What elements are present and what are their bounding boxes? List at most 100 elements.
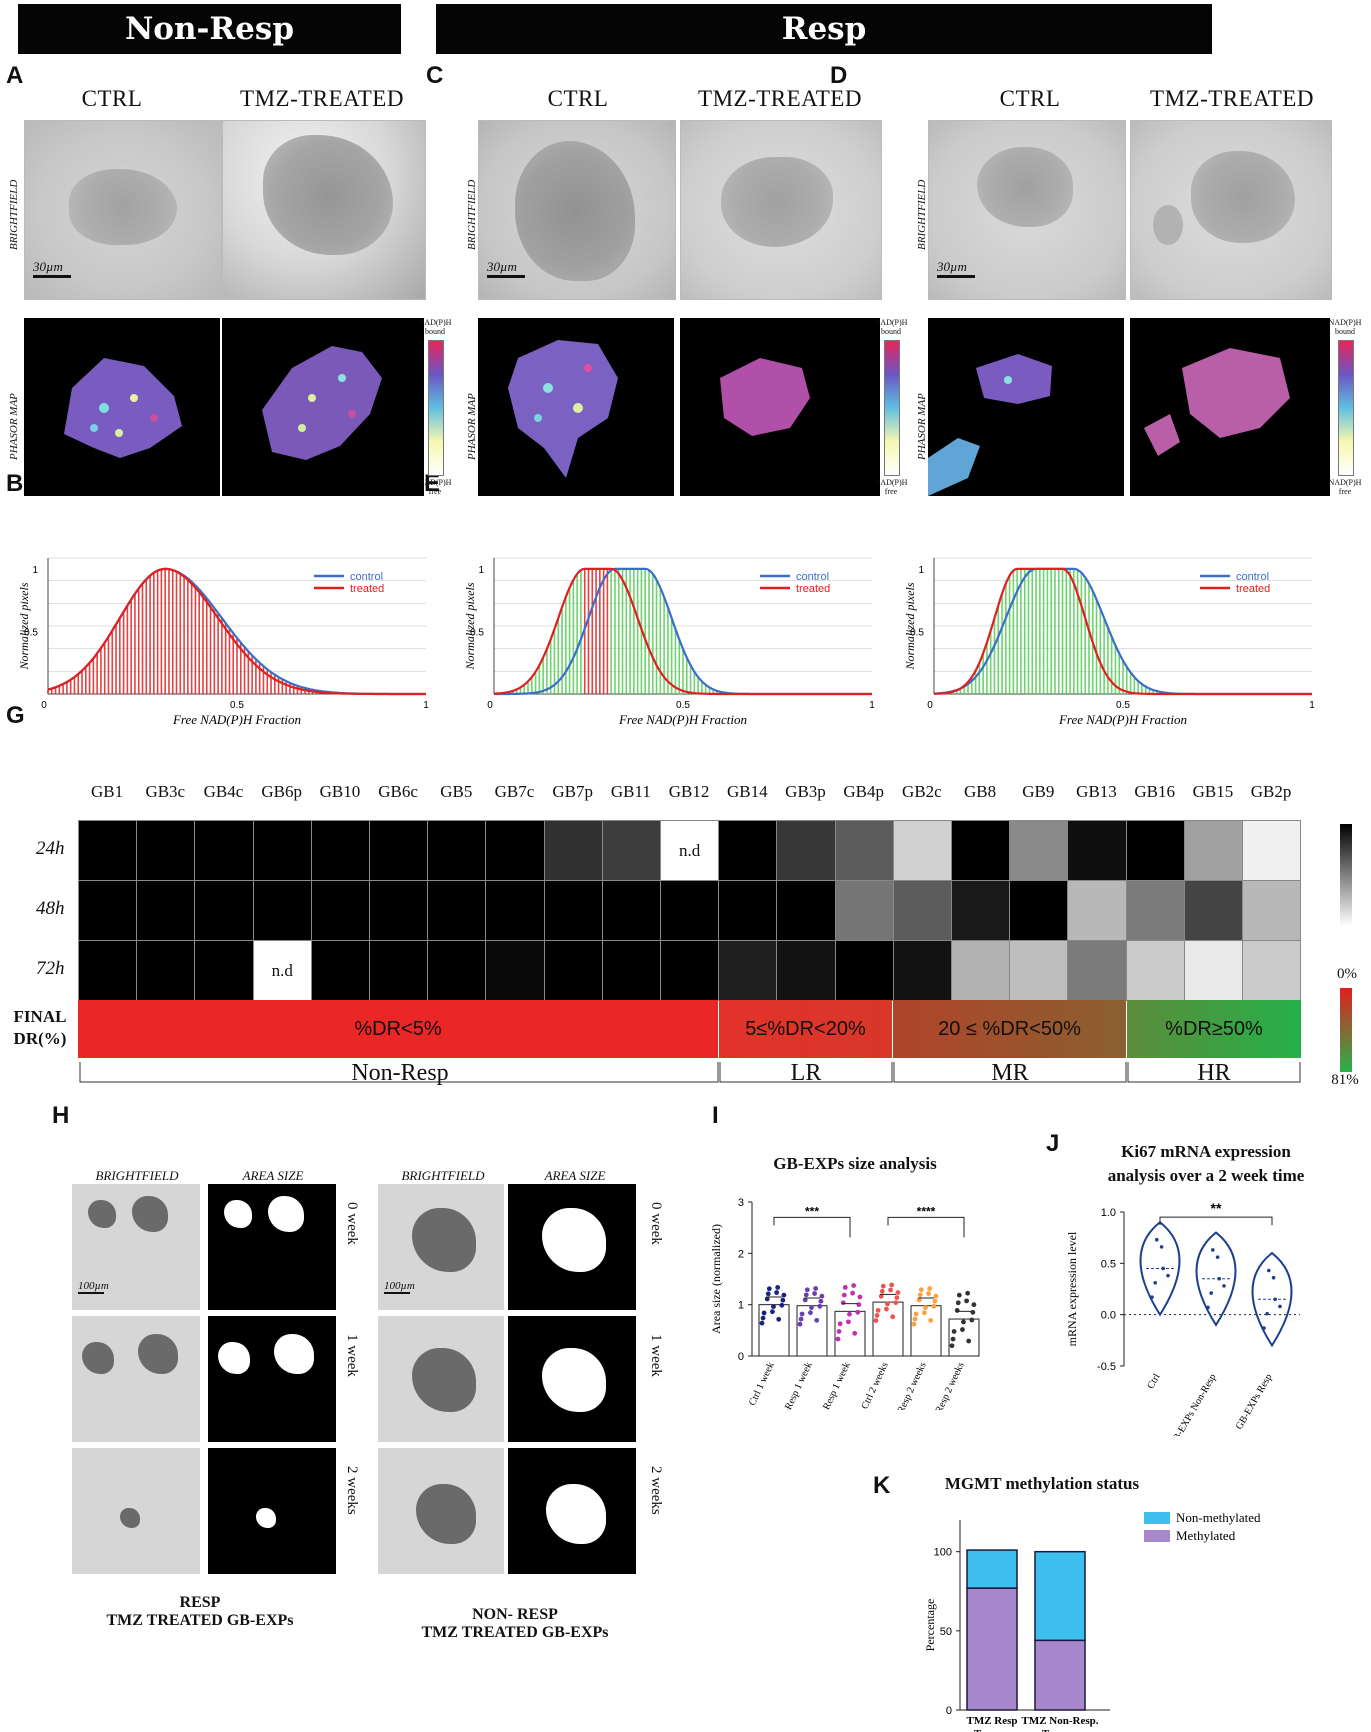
organoid-blob xyxy=(412,1208,476,1272)
h-area-mask xyxy=(508,1448,636,1574)
brightfield-image-c-ctrl: 30µm xyxy=(478,120,676,300)
dr-box-lr: 5≤%DR<20% xyxy=(719,1000,892,1058)
data-point xyxy=(842,1285,848,1290)
h-col-bf-left: BRIGHTFIELD xyxy=(95,1168,179,1183)
heatmap-cell xyxy=(310,940,370,1001)
x-axis-title: Free NAD(P)H Fraction xyxy=(618,712,747,727)
bar-non-methylated xyxy=(1034,1550,1086,1642)
y-tick-label: 50 xyxy=(940,1626,952,1638)
significance-bracket xyxy=(773,1216,851,1238)
data-point xyxy=(950,1336,956,1342)
panel-letter-d: D xyxy=(830,62,848,89)
x-tick-label: 1 xyxy=(869,700,875,711)
x-axis-title: Free NAD(P)H Fraction xyxy=(1058,712,1187,727)
data-point xyxy=(836,1329,842,1334)
data-point xyxy=(808,1310,813,1316)
data-point xyxy=(850,1290,856,1296)
panel-letter-g: G xyxy=(6,702,25,729)
data-point xyxy=(969,1317,975,1323)
data-point xyxy=(1211,1248,1215,1252)
y-tick-label: 0.5 xyxy=(24,627,38,638)
data-point xyxy=(766,1286,772,1292)
x-tick-label: 0 xyxy=(41,700,47,711)
data-point xyxy=(960,1327,965,1332)
heatmap-cell xyxy=(834,880,894,941)
heatmap-cell xyxy=(718,880,778,941)
panel-letter-k: K xyxy=(873,1472,891,1499)
bar-non-methylated xyxy=(966,1549,1018,1589)
y-tick-label: -0.5 xyxy=(1097,1361,1116,1373)
data-point xyxy=(781,1292,787,1298)
data-point xyxy=(857,1294,863,1300)
h-brightfield-image xyxy=(378,1448,504,1574)
heatmap-col-header: GB2p xyxy=(1250,782,1292,801)
heatmap-cell xyxy=(1125,880,1185,941)
data-point xyxy=(951,1329,957,1334)
data-point xyxy=(890,1314,896,1320)
x-tick-label: Tumors xyxy=(974,1728,1011,1732)
heatmap-cell xyxy=(1067,940,1127,1001)
data-point xyxy=(1217,1276,1221,1281)
histogram-f: 0 0.5 1 0.5 1 Free NAD(P)H Fraction Normalized… xyxy=(903,557,1315,727)
panel-letter-h: H xyxy=(52,1102,70,1129)
heatmap-cell xyxy=(543,880,603,941)
chart-i-title: GB-EXPs size analysis xyxy=(773,1154,937,1173)
data-point xyxy=(917,1292,923,1298)
organoid-blob xyxy=(120,1508,140,1528)
y-tick-label: 0 xyxy=(738,1351,744,1363)
x-tick-label: 0 xyxy=(487,700,493,711)
heatmap-col-header: GB7p xyxy=(552,782,593,801)
heatmap-cell xyxy=(601,940,661,1001)
data-point xyxy=(893,1300,899,1306)
legend-label-treated: treated xyxy=(350,583,384,595)
data-point xyxy=(1265,1311,1269,1316)
heatmap-cell xyxy=(1009,820,1069,881)
dr-scale-min: 0% xyxy=(1337,966,1357,982)
data-point xyxy=(888,1287,894,1293)
data-point xyxy=(922,1310,927,1316)
y-tick-label: 1 xyxy=(738,1300,744,1312)
heatmap-cell xyxy=(892,940,952,1001)
x-tick-label: Resp 2 weeks xyxy=(934,1361,967,1410)
heatmap-cell xyxy=(136,820,196,881)
heatmap-col-header: GB13 xyxy=(1076,782,1117,801)
heatmap-cell xyxy=(1125,820,1185,881)
data-point xyxy=(894,1295,900,1301)
organoid-mask xyxy=(542,1348,606,1412)
heatmap-cell xyxy=(1183,820,1243,881)
heatmap-cell xyxy=(1242,820,1302,881)
data-point xyxy=(964,1298,970,1304)
heatmap-cell: n.d xyxy=(660,820,720,881)
heatmap-col-header: GB6p xyxy=(261,782,302,801)
data-point xyxy=(847,1311,852,1317)
heatmap-cell xyxy=(78,880,138,941)
organoid-mask xyxy=(218,1342,250,1374)
data-point xyxy=(841,1292,847,1298)
data-point xyxy=(931,1303,937,1309)
heatmap-cell xyxy=(543,940,603,1001)
dr-box-mr: 20 ≤ %DR<50% xyxy=(893,1000,1126,1058)
data-point xyxy=(927,1286,933,1291)
group-braces xyxy=(79,1062,1301,1083)
heatmap-cell xyxy=(543,820,603,881)
panel-letter-i: I xyxy=(712,1102,719,1129)
heatmap-col-header: GB11 xyxy=(610,782,651,801)
dr-scale-max: 81% xyxy=(1331,1072,1359,1088)
data-point xyxy=(764,1296,770,1302)
heatmap-cell xyxy=(834,820,894,881)
y-tick-label: 0 xyxy=(946,1705,952,1717)
h-col-bf-right: BRIGHTFIELD xyxy=(401,1168,485,1183)
data-point xyxy=(1262,1326,1266,1330)
heatmap-cell xyxy=(601,880,661,941)
data-point xyxy=(913,1311,919,1317)
h-area-mask xyxy=(208,1448,336,1574)
heatmap-cell xyxy=(718,820,778,881)
brightfield-image-c-tmz xyxy=(680,120,882,300)
data-point xyxy=(1267,1268,1271,1273)
data-point xyxy=(879,1288,885,1294)
h-scale-bar: 100µm xyxy=(384,1280,415,1294)
data-point xyxy=(798,1316,804,1322)
heatmap-cell xyxy=(194,940,254,1001)
legend-label-treated: treated xyxy=(796,583,830,595)
heatmap-cell xyxy=(951,940,1011,1001)
